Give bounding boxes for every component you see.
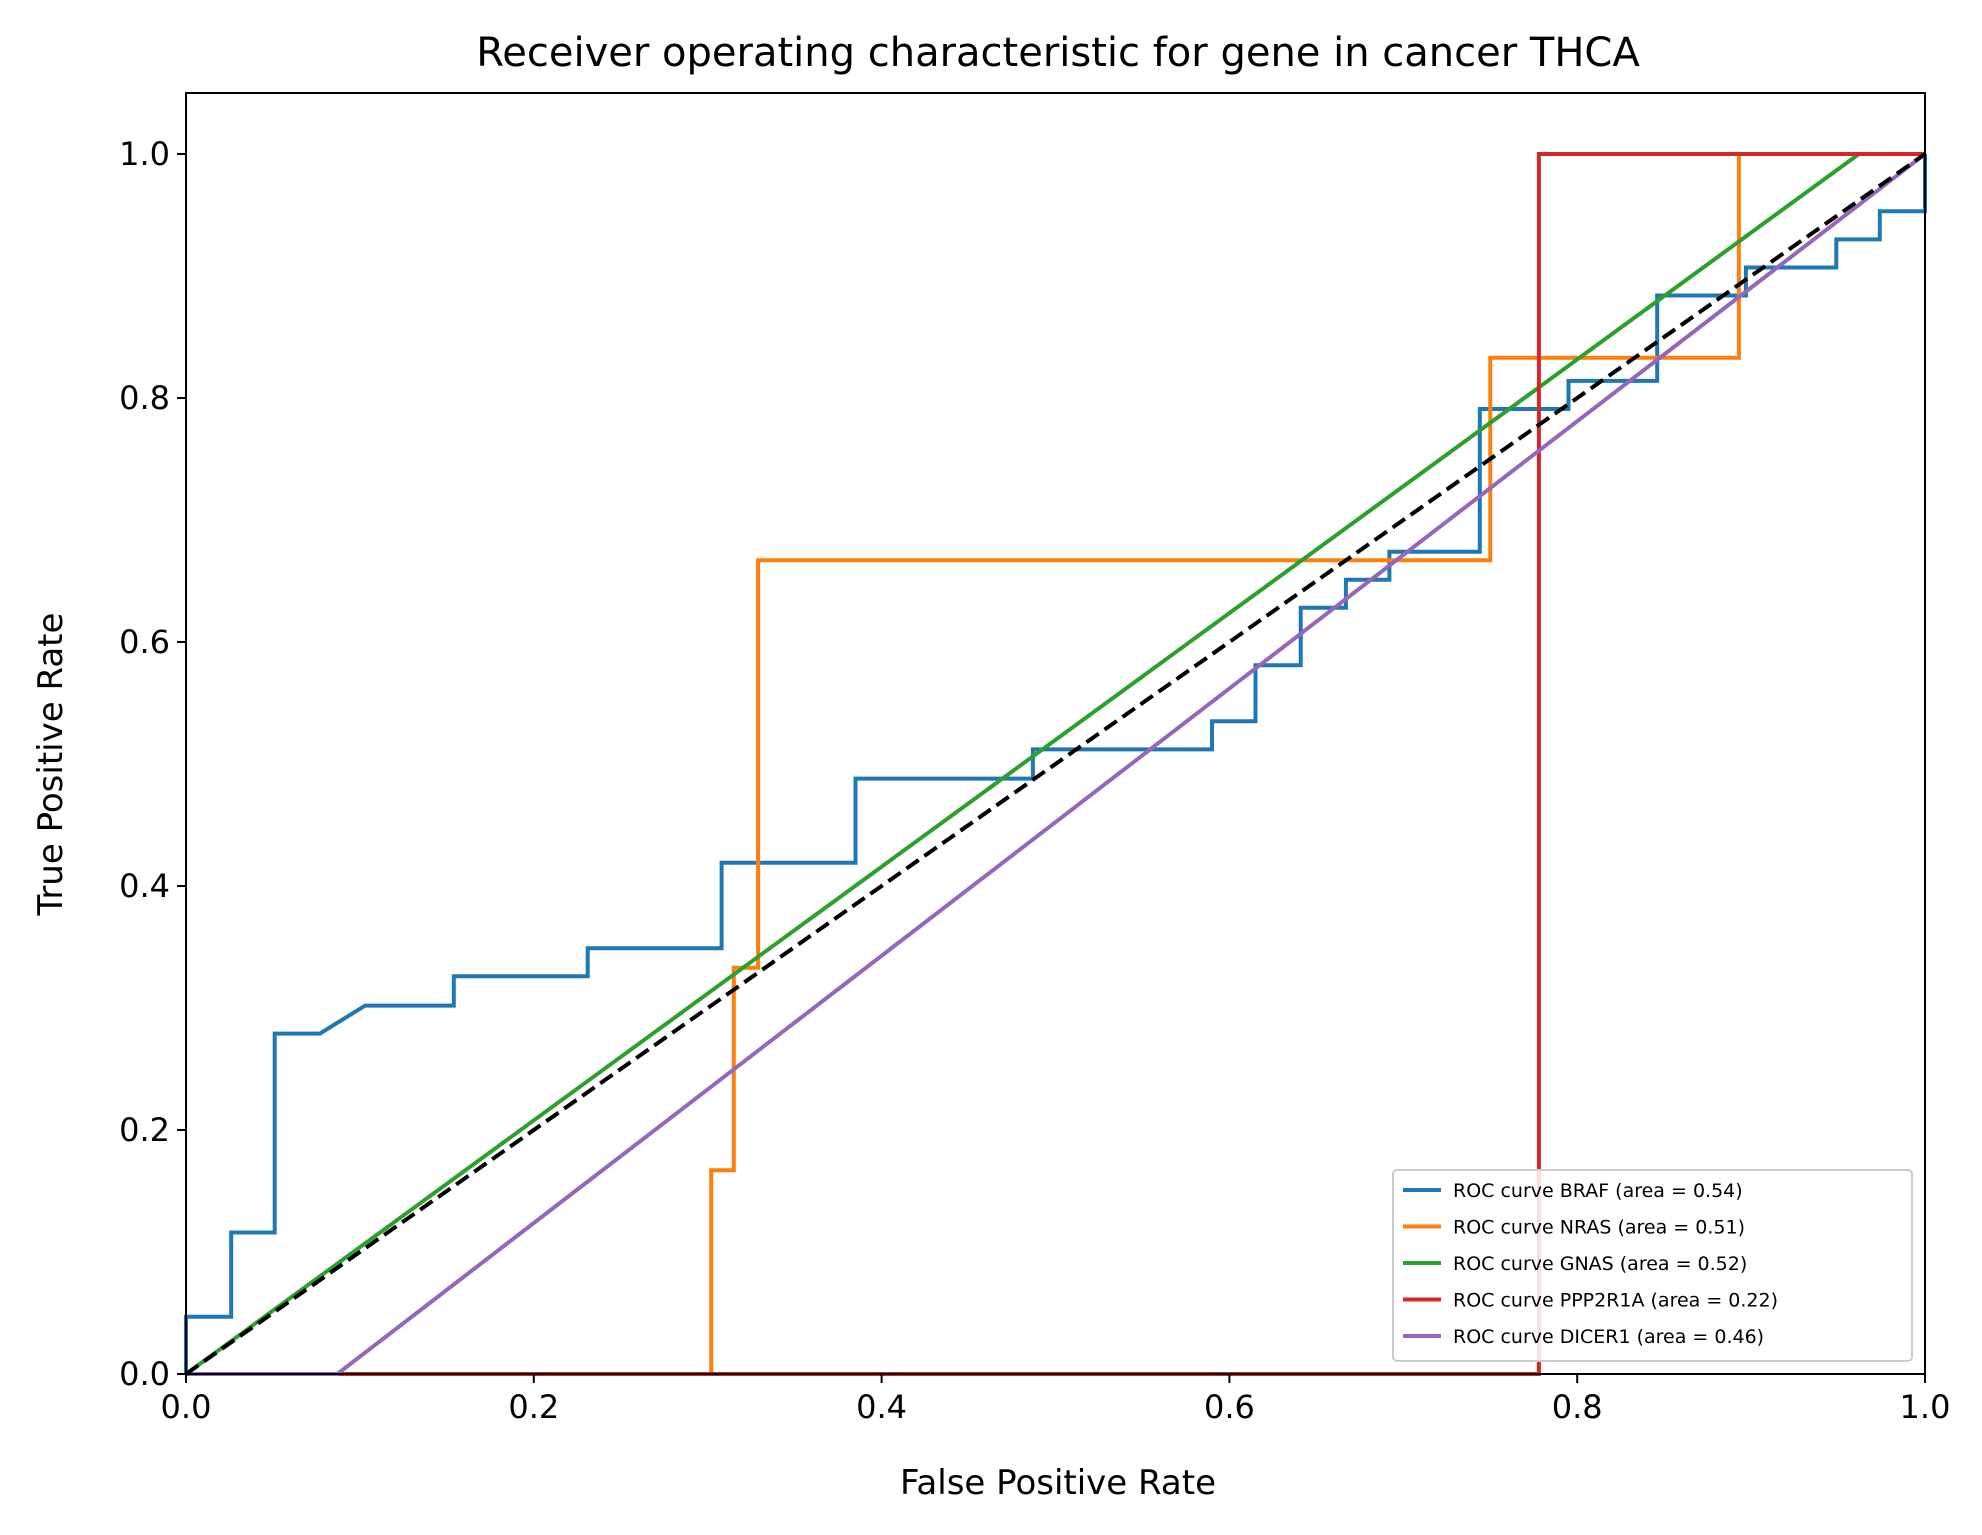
- legend-label-1: ROC curve NRAS (area = 0.51): [1453, 1217, 1745, 1239]
- plot-frame: [185, 92, 1926, 1375]
- legend: ROC curve BRAF (area = 0.54) ROC curve NR…: [1392, 1169, 1913, 1362]
- y-tick-label: 0.8: [119, 379, 170, 417]
- x-tick-label: 0.0: [161, 1388, 212, 1426]
- y-tick-label: 0.2: [119, 1111, 170, 1149]
- axis-ticks: 0.0 0.2 0.4 0.6 0.8 1.0 0.0 0.2 0.4 0.6 0.8 1.0: [119, 135, 1950, 1426]
- legend-label-3: ROC curve PPP2R1A (area = 0.22): [1453, 1290, 1778, 1312]
- series-line-1: [186, 152, 1925, 1376]
- legend-box: [1392, 1169, 1913, 1362]
- x-tick-label: 0.2: [508, 1388, 559, 1426]
- legend-label-0: ROC curve BRAF (area = 0.54): [1453, 1180, 1743, 1202]
- plot-area: [184, 92, 1927, 1376]
- chart-title: Receiver operating characteristic for ge…: [476, 30, 1640, 76]
- y-axis-label: True Positive Rate: [31, 613, 71, 917]
- legend-label-4: ROC curve DICER1 (area = 0.46): [1453, 1326, 1764, 1348]
- x-tick-label: 0.6: [1204, 1388, 1255, 1426]
- x-tick-label: 0.4: [856, 1388, 907, 1426]
- y-tick-label: 0.0: [119, 1355, 170, 1393]
- y-tick-label: 1.0: [119, 135, 170, 173]
- y-tick-label: 0.4: [119, 867, 170, 905]
- x-tick-label: 1.0: [1900, 1388, 1951, 1426]
- legend-label-2: ROC curve GNAS (area = 0.52): [1453, 1253, 1747, 1275]
- reference-diagonal-line: [184, 152, 1927, 1376]
- x-axis-label: False Positive Rate: [900, 1463, 1216, 1503]
- x-tick-label: 0.8: [1552, 1388, 1603, 1426]
- y-tick-label: 0.6: [119, 623, 170, 661]
